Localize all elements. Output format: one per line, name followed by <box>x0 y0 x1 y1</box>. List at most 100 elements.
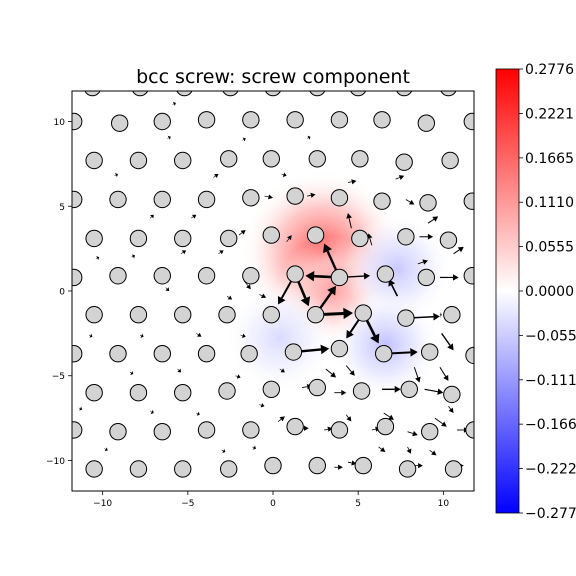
displacement-arrow <box>417 259 429 265</box>
atom-marker <box>129 151 148 170</box>
displacement-arrow <box>191 214 197 219</box>
atom-marker <box>197 111 216 129</box>
atom-marker <box>174 229 192 248</box>
displacement-arrow <box>259 403 265 408</box>
atom-marker <box>463 267 474 285</box>
atom-marker <box>352 382 371 400</box>
atom-marker <box>222 91 239 97</box>
displacement-arrow <box>95 256 100 261</box>
displacement-arrow <box>252 445 256 450</box>
displacement-arrow <box>346 213 352 229</box>
atom-marker <box>109 345 127 363</box>
displacement-arrow <box>226 295 233 300</box>
atom-marker <box>397 309 415 327</box>
displacement-arrow <box>347 179 357 185</box>
displacement-arrow <box>405 199 415 205</box>
atom-marker <box>375 345 393 363</box>
atom-marker <box>286 417 304 436</box>
displacement-arrow <box>429 450 437 456</box>
atom-marker <box>132 91 149 97</box>
displacement-arrow <box>213 174 219 179</box>
x-tick-label: −5 <box>181 499 194 509</box>
atom-marker <box>174 460 192 478</box>
displacement-arrow <box>221 448 226 454</box>
atom-marker <box>463 112 474 131</box>
displacement-arrow <box>439 274 459 281</box>
colorbar-ticks: 0.2776 0.2221 0.1665 0.1110 0.0555 0.0000 −0.0… <box>519 62 576 522</box>
displacement-arrow <box>413 367 421 383</box>
colorbar-tick-label: −0.1665 <box>525 417 576 433</box>
displacement-arrow <box>104 447 108 452</box>
displacement-arrow <box>439 311 442 318</box>
displacement-arrow <box>177 368 182 373</box>
displacement-arrow <box>419 233 434 240</box>
plot-area: −10 −5 0 5 10 −10 −5 0 5 10 <box>46 90 475 509</box>
displacement-arrow <box>306 135 311 140</box>
y-tick-label: −5 <box>52 372 65 382</box>
displacement-arrow <box>407 430 418 437</box>
displacement-arrow <box>378 446 386 453</box>
y-tick-label: −10 <box>46 457 65 467</box>
displacement-arrow <box>235 374 241 379</box>
x-tick-label: 10 <box>438 499 450 509</box>
atom-marker <box>439 231 458 249</box>
y-tick-label: 0 <box>59 288 65 298</box>
displacement-arrow <box>196 411 200 416</box>
displacement-arrow <box>345 365 355 376</box>
colorbar: 0.2776 0.2221 0.1665 0.1110 0.0555 0.0000 −0.0… <box>495 62 576 522</box>
displacement-arrow <box>427 216 439 224</box>
atom-marker <box>330 268 349 287</box>
atom-marker <box>397 228 415 246</box>
atom-marker <box>85 151 103 170</box>
atom-marker <box>373 192 391 210</box>
atom-marker <box>197 345 216 363</box>
colorbar-tick-label: −0.0555 <box>525 328 576 344</box>
displacement-arrow <box>448 406 454 414</box>
atom-marker <box>85 229 103 248</box>
atom-marker <box>262 150 280 168</box>
atom-marker <box>354 304 372 322</box>
displacement-arrow <box>277 416 285 422</box>
atom-marker <box>220 229 238 248</box>
atom-marker <box>286 111 304 129</box>
atom-marker <box>286 187 304 205</box>
displacement-arrow <box>439 367 449 381</box>
atom-marker <box>109 422 127 441</box>
atom-marker <box>129 306 148 324</box>
displacement-arrow <box>264 194 273 200</box>
atom-marker <box>174 383 192 402</box>
atom-marker <box>262 306 280 324</box>
atom-marker <box>308 378 326 397</box>
atom-marker <box>284 343 303 361</box>
atom-marker <box>440 91 457 97</box>
displacement-arrow <box>140 333 144 338</box>
colorbar-tick-label: −0.1110 <box>525 373 576 389</box>
colorbar-tick-label: 0.1665 <box>525 151 574 167</box>
atom-marker <box>421 343 439 361</box>
displacement-arrow <box>441 332 454 351</box>
atom-marker <box>330 111 349 129</box>
y-tick-label: 5 <box>59 203 65 213</box>
atom-marker <box>443 306 461 324</box>
atom-marker <box>218 382 236 400</box>
atom-marker <box>398 460 417 478</box>
atom-marker <box>376 417 395 436</box>
displacement-arrow <box>78 406 83 411</box>
atom-marker <box>400 380 418 399</box>
atom-marker <box>396 91 413 97</box>
displacement-arrow <box>382 385 401 393</box>
atom-marker <box>72 345 83 363</box>
displacement-arrow <box>180 250 187 255</box>
atom-marker <box>351 229 369 248</box>
atom-marker <box>197 267 216 285</box>
displacement-arrow <box>129 370 134 376</box>
atom-marker <box>129 383 148 402</box>
colorbar-tick-label: 0.0555 <box>525 240 574 256</box>
x-tick-label: 5 <box>355 499 361 509</box>
atom-marker <box>174 151 192 170</box>
atom-marker <box>72 421 83 439</box>
atom-marker <box>463 192 474 210</box>
atom-marker <box>129 460 148 478</box>
atom-marker <box>220 460 238 478</box>
atom-marker <box>262 380 280 399</box>
